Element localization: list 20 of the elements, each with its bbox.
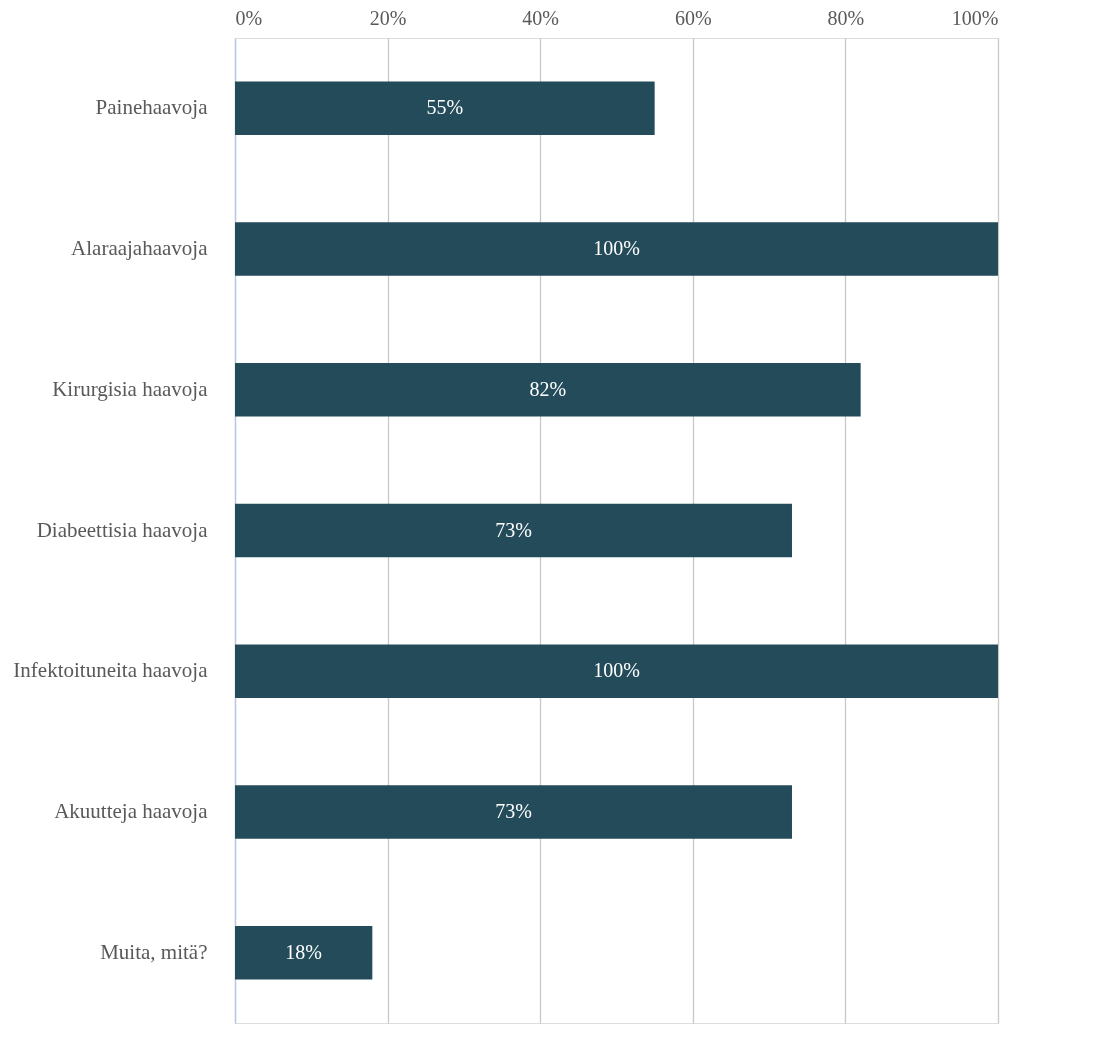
x-tick-label: 0% (235, 6, 263, 29)
y-tick-label: Infektoituneita haavoja (13, 658, 209, 683)
data-label: 100% (593, 237, 640, 260)
x-tick-label: 80% (827, 6, 865, 29)
data-label: 55% (426, 96, 464, 119)
data-label: 18% (285, 940, 323, 963)
y-tick-label: Akuutteja haavoja (54, 798, 209, 823)
y-tick-label: Painehaavoja (95, 95, 209, 120)
x-tick-label: 100% (951, 6, 999, 29)
data-label: 73% (495, 799, 532, 822)
data-label: 73% (495, 518, 532, 541)
x-tick-label: 40% (522, 6, 560, 29)
x-tick-label: 60% (674, 6, 712, 29)
y-tick-label: Muita, mitä? (100, 939, 208, 964)
y-tick-label: Diabeettisia haavoja (36, 517, 209, 542)
y-tick-label: Alaraajahaavoja (71, 236, 209, 261)
x-tick-label: 20% (369, 6, 407, 29)
data-label: 100% (593, 659, 640, 682)
data-label: 82% (529, 377, 567, 400)
y-tick-label: Kirurgisia haavoja (52, 376, 209, 401)
